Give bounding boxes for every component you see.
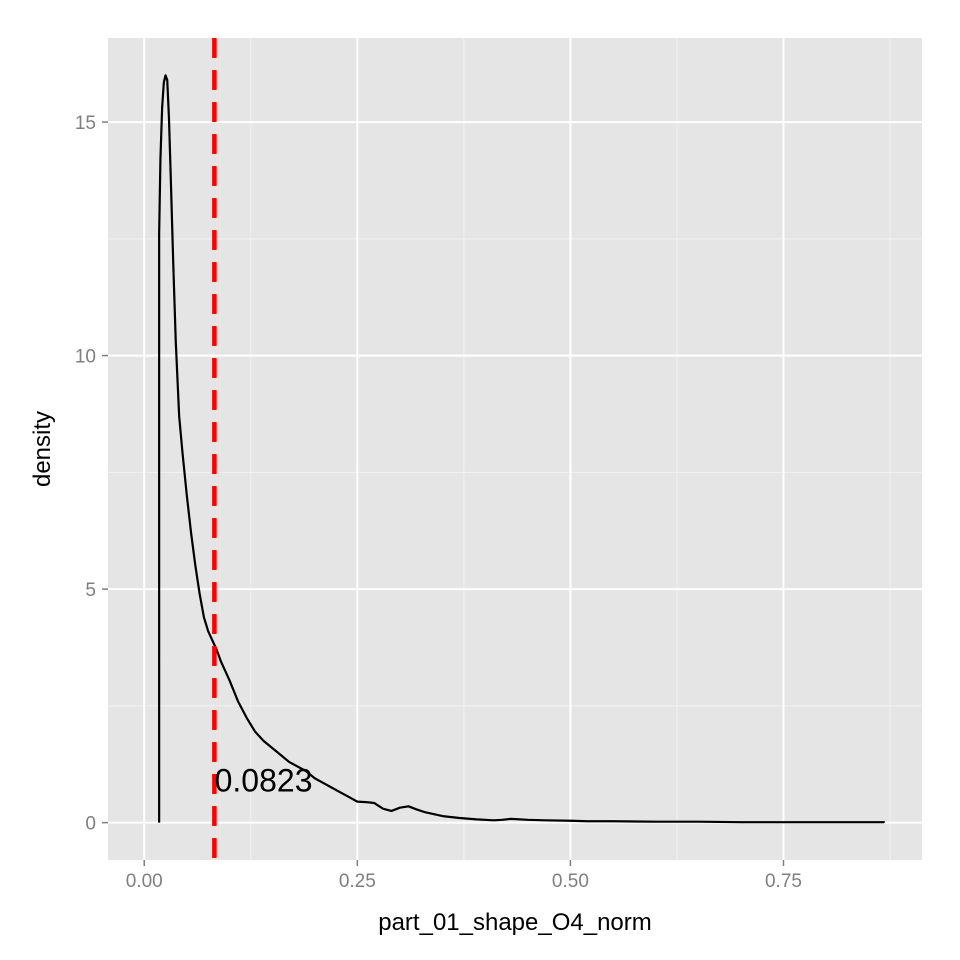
y-tick-label: 5 xyxy=(85,580,96,601)
x-tick-label: 0.00 xyxy=(126,871,163,892)
plot-panel xyxy=(108,38,922,860)
x-axis: 0.00 0.25 0.50 0.75 xyxy=(126,860,802,892)
y-tick-label: 0 xyxy=(85,814,96,835)
minor-grid xyxy=(108,38,922,860)
y-tick-label: 15 xyxy=(75,113,96,134)
x-tick-label: 0.25 xyxy=(339,871,376,892)
x-tick-label: 0.75 xyxy=(765,871,802,892)
series-layer xyxy=(158,74,886,824)
x-tick-label: 0.50 xyxy=(552,871,589,892)
major-grid xyxy=(108,38,922,860)
x-axis-title: part_01_shape_O4_norm xyxy=(378,909,652,936)
y-axis: 0 5 10 15 xyxy=(75,113,108,835)
y-axis-title: density xyxy=(29,411,56,487)
density-curve xyxy=(158,74,886,824)
y-tick-label: 10 xyxy=(75,347,96,368)
annotation-label: 0.0823 xyxy=(215,763,313,799)
